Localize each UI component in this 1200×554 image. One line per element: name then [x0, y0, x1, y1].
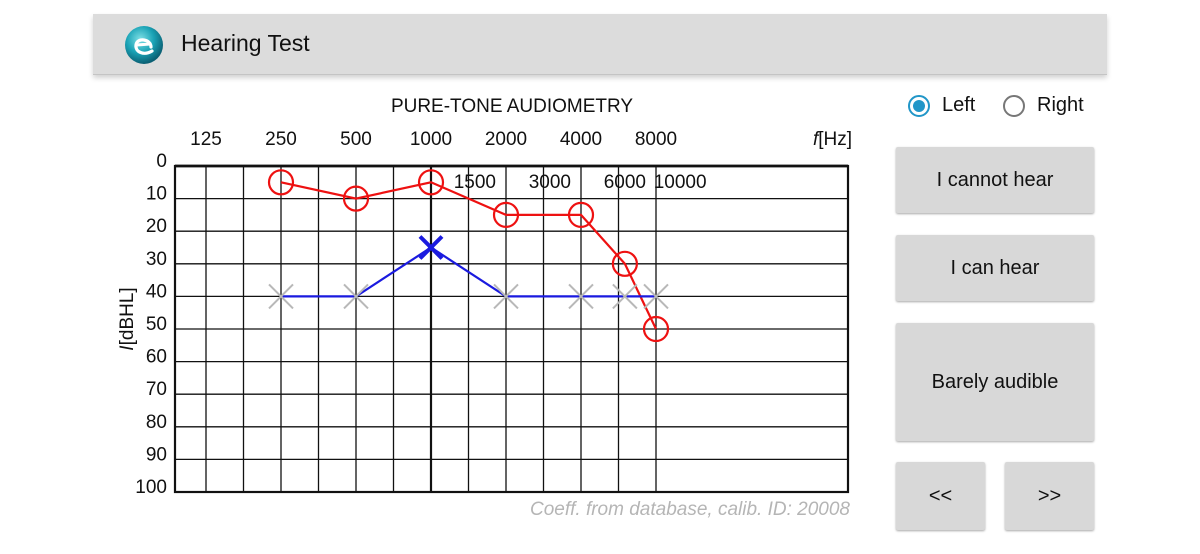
y-axis-symbol: I — [117, 345, 138, 351]
left-ear-point — [268, 283, 294, 310]
frequency-tick-label: 2000 — [485, 129, 527, 150]
left-ear-point — [343, 283, 369, 310]
previous-button[interactable]: << — [896, 462, 985, 530]
chart-series — [267, 169, 670, 343]
audiogram-chart: PURE-TONE AUDIOMETRY 125 250 500 1000 2000 40… — [117, 96, 852, 520]
x-axis-label: f[Hz] — [813, 129, 852, 150]
frequency-tick-label: 4000 — [560, 129, 602, 150]
left-ear-radio-circle[interactable] — [908, 94, 930, 117]
app-window: Hearing Test PURE-TONE AUDIOMETRY 125 250… — [93, 14, 1107, 554]
app-logo-icon — [125, 26, 163, 64]
frequency-inner-tick-label: 10000 — [654, 172, 707, 193]
y-axis-label: I[dBHL] — [117, 287, 138, 350]
left-ear-point — [643, 283, 669, 310]
frequency-tick-label: 125 — [190, 129, 222, 150]
left-ear-radio[interactable]: Left — [908, 94, 975, 117]
point-marker-stroke — [418, 235, 444, 260]
y-axis-unit: [dBHL] — [117, 287, 138, 345]
left-ear-point — [493, 283, 519, 310]
point-marker-stroke — [493, 283, 519, 310]
level-tick-label: 30 — [146, 249, 167, 270]
frequency-inner-tick-label: 3000 — [529, 172, 571, 193]
chart-grid — [173, 164, 850, 494]
app-title: Hearing Test — [181, 30, 310, 56]
frequency-inner-tick-label: 6000 — [604, 172, 646, 193]
frequency-tick-label: 8000 — [635, 129, 677, 150]
point-marker-stroke — [343, 283, 369, 310]
chart-title: PURE-TONE AUDIOMETRY — [391, 96, 633, 117]
level-tick-label: 100 — [135, 477, 167, 498]
calibration-footnote: Coeff. from database, calib. ID: 20008 — [530, 499, 850, 520]
right-ear-point — [567, 201, 595, 228]
level-tick-label: 40 — [146, 281, 167, 302]
level-tick-labels: 0 10 20 30 40 50 60 70 80 90 100 — [135, 151, 167, 498]
barely-audible-button[interactable]: Barely audible — [896, 323, 1094, 441]
point-marker-stroke — [643, 283, 669, 310]
level-tick-label: 20 — [146, 216, 167, 237]
frequency-tick-label: 250 — [265, 129, 297, 150]
title-bar: Hearing Test — [93, 14, 1107, 75]
level-tick-label: 60 — [146, 347, 167, 368]
left-ear-label[interactable]: Left — [942, 94, 976, 116]
right-ear-point — [267, 169, 295, 196]
radio-selected-dot — [913, 99, 925, 112]
can-hear-button[interactable]: I can hear — [896, 235, 1094, 301]
point-marker-stroke — [612, 283, 638, 310]
frequency-tick-labels: 125 250 500 1000 2000 4000 8000 — [190, 129, 677, 150]
level-tick-label: 90 — [146, 444, 167, 465]
left-ear-point — [418, 235, 444, 260]
right-ear-label[interactable]: Right — [1037, 94, 1084, 116]
right-ear-point — [611, 250, 638, 277]
point-marker-stroke — [568, 283, 594, 310]
right-ear-threshold-line — [280, 181, 657, 330]
left-ear-point — [612, 283, 638, 310]
next-button[interactable]: >> — [1005, 462, 1094, 530]
level-tick-label: 70 — [146, 379, 167, 400]
level-tick-label: 80 — [146, 412, 167, 433]
frequency-inner-tick-labels: 1500 3000 6000 10000 — [454, 172, 707, 193]
level-tick-label: 50 — [146, 314, 167, 335]
point-marker-stroke — [268, 283, 294, 310]
cannot-hear-button[interactable]: I cannot hear — [896, 147, 1094, 213]
level-tick-label: 0 — [156, 151, 167, 172]
x-axis-unit: [Hz] — [818, 129, 852, 150]
x-axis-symbol: f — [813, 129, 820, 150]
level-tick-label: 10 — [146, 184, 167, 205]
left-ear-point — [568, 283, 594, 310]
frequency-inner-tick-label: 1500 — [454, 172, 496, 193]
right-ear-point — [492, 201, 520, 228]
right-ear-radio[interactable]: Right — [1003, 94, 1084, 117]
right-ear-point — [342, 185, 370, 212]
right-ear-radio-circle[interactable] — [1003, 94, 1025, 117]
right-ear-point — [642, 315, 670, 343]
frequency-tick-label: 1000 — [410, 129, 452, 150]
right-ear-point — [417, 169, 445, 196]
frequency-tick-label: 500 — [340, 129, 372, 150]
